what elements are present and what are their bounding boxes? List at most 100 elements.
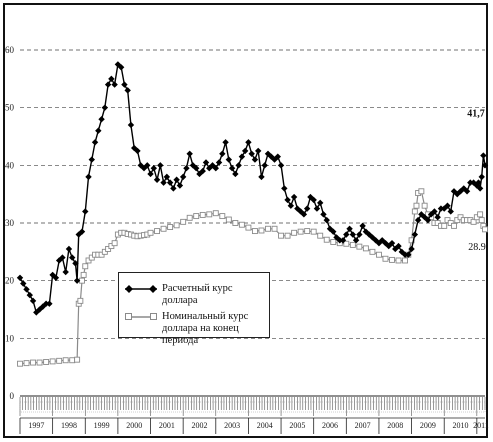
data-point [478, 173, 485, 181]
data-point [232, 170, 239, 178]
data-point [277, 162, 285, 169]
x-year-label-1998: 1998 [61, 421, 77, 430]
data-point [29, 297, 37, 305]
data-point [382, 255, 389, 262]
data-point [300, 211, 308, 218]
data-point [186, 150, 193, 157]
data-point [77, 297, 84, 304]
data-point [91, 139, 99, 146]
data-point [82, 208, 89, 215]
end-label-calculated: 41,7 [467, 108, 485, 119]
data-point [199, 211, 206, 218]
data-point [56, 357, 63, 364]
data-point [323, 236, 330, 243]
data-point [414, 216, 422, 224]
data-point [265, 225, 271, 232]
data-point [30, 359, 37, 366]
data-point [235, 162, 242, 169]
data-point [88, 156, 95, 163]
x-year-label-2008: 2008 [387, 421, 403, 430]
data-point [297, 228, 304, 235]
data-point [291, 229, 298, 236]
data-point [39, 303, 47, 310]
data-point [405, 251, 412, 258]
data-point [121, 81, 128, 88]
data-point [330, 228, 337, 235]
data-point [17, 360, 23, 367]
data-point [52, 274, 60, 281]
data-point [408, 245, 415, 253]
data-point [258, 227, 265, 234]
data-point [477, 211, 484, 218]
data-point [219, 150, 226, 157]
data-point [42, 300, 50, 307]
data-point [317, 199, 324, 207]
data-point [310, 228, 317, 235]
data-point [206, 211, 213, 218]
legend-swatch-calculated [123, 283, 159, 295]
x-year-label-2003: 2003 [224, 421, 240, 430]
data-point [101, 104, 109, 111]
data-point [346, 225, 353, 232]
y-axis-ticks: 0 10 20 30 40 50 60 [5, 45, 15, 401]
data-point [163, 173, 171, 181]
data-point [304, 228, 311, 235]
data-point [69, 254, 76, 261]
data-point [303, 205, 311, 212]
y-tick-label-30: 30 [5, 218, 15, 228]
data-point [336, 237, 343, 244]
data-point [475, 179, 482, 186]
data-point [179, 173, 187, 181]
data-point [444, 202, 451, 209]
gridlines [20, 49, 485, 339]
data-point [349, 231, 357, 238]
data-point [62, 357, 69, 364]
data-point [124, 87, 131, 94]
data-point [46, 300, 53, 307]
data-point [434, 214, 441, 221]
data-point [284, 232, 291, 239]
data-point [196, 170, 203, 178]
series-nominal [17, 188, 488, 367]
data-point [369, 248, 376, 255]
data-point [343, 231, 350, 238]
data-point [313, 205, 321, 212]
data-point [389, 256, 395, 263]
data-point [261, 162, 268, 169]
data-point [424, 216, 432, 224]
data-point [157, 162, 164, 169]
data-point [258, 173, 265, 181]
legend-label-nominal: Номинальный курс доллара на конец период… [162, 311, 249, 346]
data-point [278, 232, 285, 239]
data-point [167, 224, 174, 230]
data-point [150, 165, 157, 172]
data-point [251, 228, 258, 235]
y-tick-label-60: 60 [5, 45, 15, 55]
data-point [359, 222, 366, 230]
data-point [349, 241, 356, 248]
data-point [173, 176, 180, 183]
data-point [85, 173, 92, 181]
data-point [470, 218, 477, 225]
data-point [413, 202, 420, 209]
data-point [75, 231, 82, 238]
x-year-label-2005: 2005 [289, 421, 305, 430]
legend-item-nominal: Номинальный курс доллара на конец период… [123, 311, 268, 347]
data-point [241, 147, 249, 155]
data-point [144, 162, 151, 169]
data-point [476, 185, 484, 192]
data-point [284, 196, 291, 204]
x-year-label-2009: 2009 [420, 421, 436, 430]
y-tick-label-10: 10 [5, 333, 15, 343]
data-point [215, 159, 223, 166]
data-point [33, 309, 40, 316]
x-year-label-1997: 1997 [28, 421, 44, 430]
data-point [287, 202, 295, 209]
data-point [180, 218, 187, 225]
data-point [245, 139, 252, 146]
data-point [451, 222, 457, 229]
data-point [104, 81, 112, 88]
data-point [199, 167, 206, 175]
data-point [447, 208, 454, 215]
